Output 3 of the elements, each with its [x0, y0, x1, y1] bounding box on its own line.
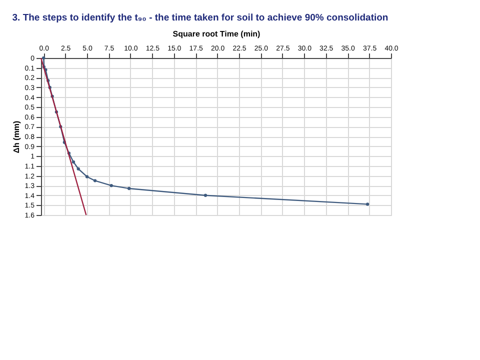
chart-title: 3. The steps to identify the t₉₀ - the time taken for soil to achieve 90% consolidation — [12, 12, 388, 24]
y-axis-title: Δh (mm) — [12, 120, 21, 154]
x-axis-title: Square root Time (min) — [172, 30, 261, 38]
